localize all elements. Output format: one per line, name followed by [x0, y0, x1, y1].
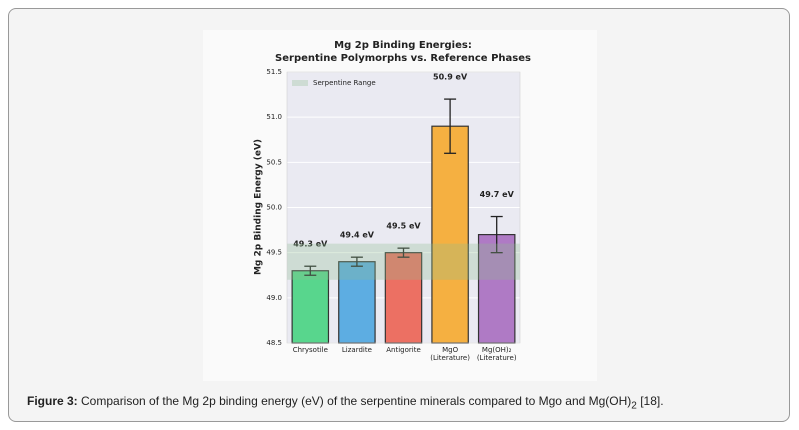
caption: Figure 3: Comparison of the Mg 2p bindin… — [27, 394, 664, 411]
x-tick-label: MgO (Literature) — [430, 346, 470, 362]
y-tick-label: 51.0 — [266, 113, 282, 121]
y-axis-label: Mg 2p Binding Energy (eV) — [254, 139, 264, 275]
x-tick-label: Lizardite — [342, 346, 372, 354]
x-tick-label: Chrysotile — [293, 346, 328, 354]
caption-text: Comparison of the Mg 2p binding energy (… — [77, 394, 632, 408]
y-tick-label: 50.0 — [266, 204, 282, 212]
x-tick-label: Mg(OH)₂ (Literature) — [477, 346, 517, 362]
caption-end: [18]. — [636, 394, 664, 408]
x-tick-label: Antigorite — [386, 346, 421, 354]
value-label: 49.4 eV — [340, 231, 375, 240]
bar — [431, 125, 469, 344]
chart-subtitle: Serpentine Polymorphs vs. Reference Phas… — [275, 53, 531, 64]
legend-label: Serpentine Range — [313, 79, 376, 87]
chart-title: Mg 2p Binding Energies: — [334, 40, 472, 51]
plot-frame — [286, 71, 521, 344]
value-label: 49.5 eV — [386, 222, 421, 231]
bar — [384, 252, 423, 344]
value-label: 49.3 eV — [293, 240, 328, 249]
y-tick-label: 51.5 — [266, 68, 282, 76]
y-tick-label: 49.5 — [266, 249, 282, 257]
value-label: 49.7 eV — [480, 190, 515, 199]
chart: Mg 2p Binding Energies: Serpentine Polym… — [253, 40, 532, 362]
y-tick-label: 49.0 — [266, 294, 282, 302]
value-label: 50.9 eV — [433, 73, 468, 82]
y-tick-label: 50.5 — [266, 158, 282, 166]
bar — [291, 270, 330, 344]
caption-label: Figure 3: — [27, 394, 78, 408]
caption-subscript: 2 — [631, 400, 637, 412]
y-tick-label: 48.5 — [266, 339, 282, 347]
legend-swatch — [292, 80, 308, 86]
serpentine-range — [287, 243, 520, 280]
